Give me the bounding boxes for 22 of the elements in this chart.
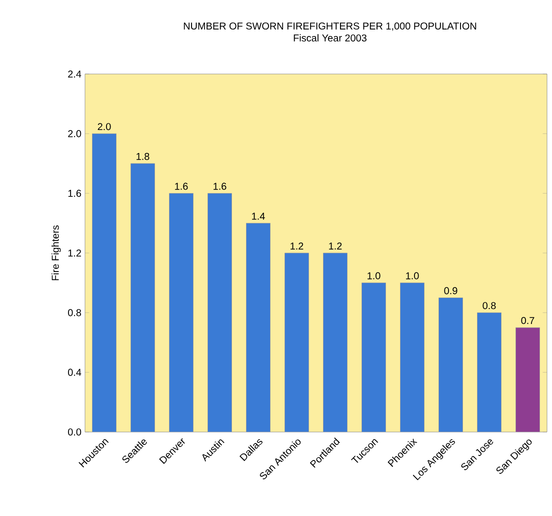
data-label: 1.2 bbox=[329, 242, 342, 250]
chart-title: NUMBER OF SWORN FIREFIGHTERS PER 1,000 POPULATION bbox=[184, 22, 476, 31]
y-tick-label: 0.0 bbox=[68, 428, 82, 436]
data-label: 1.6 bbox=[175, 182, 188, 190]
y-tick-label: 1.2 bbox=[68, 250, 81, 256]
y-axis-title: Fire Fighters bbox=[52, 225, 61, 280]
y-tick-label: 2.0 bbox=[68, 130, 82, 138]
chart-subtitle: Fiscal Year 2003 bbox=[294, 34, 366, 42]
data-label: 1.8 bbox=[136, 152, 150, 160]
y-tick-label: 2.4 bbox=[68, 70, 82, 78]
data-label: 1.4 bbox=[252, 212, 265, 220]
y-tick-label: 0.8 bbox=[68, 309, 82, 316]
y-tick-label: 0.4 bbox=[68, 368, 82, 376]
data-label: 0.7 bbox=[521, 317, 534, 324]
y-tick-label: 1.6 bbox=[68, 190, 82, 197]
data-label: 1.6 bbox=[214, 182, 226, 190]
data-label: 0.8 bbox=[482, 302, 496, 310]
data-label: 0.9 bbox=[444, 287, 458, 294]
data-label: 1.0 bbox=[368, 272, 380, 280]
data-label: 1.0 bbox=[406, 272, 419, 280]
data-label: 1.2 bbox=[290, 242, 304, 250]
data-label: 2.0 bbox=[98, 123, 111, 130]
